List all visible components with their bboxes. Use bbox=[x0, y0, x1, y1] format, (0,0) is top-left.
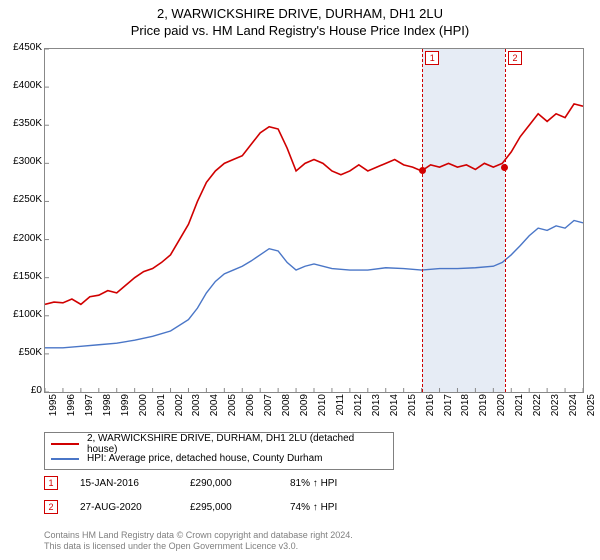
footer-line1: Contains HM Land Registry data © Crown c… bbox=[44, 530, 353, 541]
y-tick-label: £350K bbox=[2, 118, 42, 129]
x-tick-label: 2014 bbox=[389, 394, 400, 424]
y-tick-label: £450K bbox=[2, 42, 42, 53]
x-tick-label: 2015 bbox=[407, 394, 418, 424]
sale-1-date: 15-JAN-2016 bbox=[80, 478, 190, 489]
legend-label: HPI: Average price, detached house, Coun… bbox=[87, 453, 323, 464]
x-tick-label: 2021 bbox=[514, 394, 525, 424]
marker-line bbox=[422, 49, 423, 392]
sale-2-pct: 74% ↑ HPI bbox=[290, 502, 337, 513]
chart-subtitle: Price paid vs. HM Land Registry's House … bbox=[0, 23, 600, 42]
sale-1-price: £290,000 bbox=[190, 478, 290, 489]
x-tick-label: 2002 bbox=[174, 394, 185, 424]
x-tick-label: 2008 bbox=[281, 394, 292, 424]
x-tick-label: 2020 bbox=[496, 394, 507, 424]
x-tick-label: 1996 bbox=[66, 394, 77, 424]
x-tick-label: 2017 bbox=[443, 394, 454, 424]
legend: 2, WARWICKSHIRE DRIVE, DURHAM, DH1 2LU (… bbox=[44, 432, 394, 470]
plot-area: 12 bbox=[44, 48, 584, 393]
y-tick-label: £150K bbox=[2, 271, 42, 282]
x-tick-label: 2023 bbox=[550, 394, 561, 424]
sale-row-1: 1 15-JAN-2016 £290,000 81% ↑ HPI bbox=[44, 476, 337, 490]
x-tick-label: 2001 bbox=[156, 394, 167, 424]
x-tick-label: 2007 bbox=[263, 394, 274, 424]
y-tick-label: £50K bbox=[2, 347, 42, 358]
series-hpi bbox=[45, 221, 583, 348]
x-tick-label: 2018 bbox=[460, 394, 471, 424]
sale-marker-2-icon: 2 bbox=[44, 500, 58, 514]
y-tick-label: £100K bbox=[2, 309, 42, 320]
legend-label: 2, WARWICKSHIRE DRIVE, DURHAM, DH1 2LU (… bbox=[87, 433, 387, 455]
plot-svg bbox=[45, 49, 583, 392]
marker-label-icon: 1 bbox=[425, 51, 439, 65]
x-tick-label: 1997 bbox=[84, 394, 95, 424]
x-tick-label: 2009 bbox=[299, 394, 310, 424]
footer-attribution: Contains HM Land Registry data © Crown c… bbox=[44, 530, 353, 553]
x-tick-label: 2012 bbox=[353, 394, 364, 424]
marker-line bbox=[505, 49, 506, 392]
x-tick-label: 2024 bbox=[568, 394, 579, 424]
y-tick-label: £300K bbox=[2, 156, 42, 167]
footer-line2: This data is licensed under the Open Gov… bbox=[44, 541, 353, 552]
legend-row: 2, WARWICKSHIRE DRIVE, DURHAM, DH1 2LU (… bbox=[51, 436, 387, 451]
y-tick-label: £200K bbox=[2, 233, 42, 244]
x-tick-label: 2016 bbox=[425, 394, 436, 424]
x-tick-label: 2025 bbox=[586, 394, 597, 424]
x-tick-label: 1995 bbox=[48, 394, 59, 424]
legend-swatch-icon bbox=[51, 443, 79, 445]
y-tick-label: £0 bbox=[2, 385, 42, 396]
x-tick-label: 1998 bbox=[102, 394, 113, 424]
sale-2-date: 27-AUG-2020 bbox=[80, 502, 190, 513]
x-tick-label: 2011 bbox=[335, 394, 346, 424]
x-tick-label: 2013 bbox=[371, 394, 382, 424]
sale-1-pct: 81% ↑ HPI bbox=[290, 478, 337, 489]
x-tick-label: 2000 bbox=[138, 394, 149, 424]
y-tick-label: £400K bbox=[2, 80, 42, 91]
x-tick-label: 2022 bbox=[532, 394, 543, 424]
y-tick-label: £250K bbox=[2, 194, 42, 205]
x-tick-label: 2005 bbox=[227, 394, 238, 424]
x-tick-label: 2003 bbox=[191, 394, 202, 424]
x-tick-label: 2004 bbox=[209, 394, 220, 424]
chart-title: 2, WARWICKSHIRE DRIVE, DURHAM, DH1 2LU bbox=[0, 0, 600, 23]
x-tick-label: 1999 bbox=[120, 394, 131, 424]
series-addr bbox=[45, 104, 583, 304]
x-tick-label: 2019 bbox=[478, 394, 489, 424]
sale-marker-1-icon: 1 bbox=[44, 476, 58, 490]
x-tick-label: 2006 bbox=[245, 394, 256, 424]
x-tick-label: 2010 bbox=[317, 394, 328, 424]
marker-label-icon: 2 bbox=[508, 51, 522, 65]
legend-swatch-icon bbox=[51, 458, 79, 460]
sale-2-price: £295,000 bbox=[190, 502, 290, 513]
sale-row-2: 2 27-AUG-2020 £295,000 74% ↑ HPI bbox=[44, 500, 337, 514]
chart-container: 2, WARWICKSHIRE DRIVE, DURHAM, DH1 2LU P… bbox=[0, 0, 600, 560]
